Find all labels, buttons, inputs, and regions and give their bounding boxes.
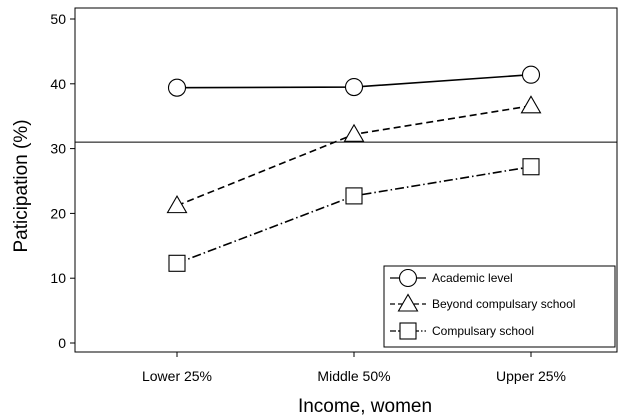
data-point-circle xyxy=(521,65,541,84)
data-point-triangle xyxy=(166,195,188,214)
legend-item: Compulsary school xyxy=(390,322,534,340)
plot-area xyxy=(74,7,618,353)
x-axis-title: Income, women xyxy=(298,396,432,417)
legend-marker-triangle xyxy=(397,293,419,312)
series-square xyxy=(168,158,540,272)
series-line xyxy=(176,165,532,265)
y-tick-label: 50 xyxy=(50,11,66,27)
legend-label: Academic level xyxy=(432,271,513,285)
y-axis: 0 10 20 30 40 50 xyxy=(50,11,75,351)
y-tick-label: 10 xyxy=(50,270,66,286)
legend-item: Academic level xyxy=(390,268,513,288)
legend-box xyxy=(383,265,616,348)
x-tick-label: Lower 25% xyxy=(142,368,212,384)
y-tick-label: 0 xyxy=(58,335,66,351)
legend-marker-circle xyxy=(398,268,418,288)
data-point-triangle xyxy=(343,123,365,142)
y-tick-label: 30 xyxy=(50,141,66,157)
data-point-square xyxy=(345,187,363,205)
data-point-circle xyxy=(344,77,364,97)
legend-label: Beyond compulsary school xyxy=(432,297,575,311)
legend-label: Compulsary school xyxy=(432,324,534,338)
y-tick-label: 20 xyxy=(50,205,66,221)
data-point-circle xyxy=(167,78,187,97)
legend: Academic level Beyond compulsary school Co… xyxy=(383,265,616,348)
series-layer xyxy=(166,65,542,272)
data-point-triangle xyxy=(520,95,542,114)
y-axis-title: Paticipation (%) xyxy=(11,119,32,252)
x-tick-label: Upper 25% xyxy=(496,368,566,384)
data-point-square xyxy=(522,158,540,176)
data-point-square xyxy=(168,254,186,272)
series-triangle xyxy=(166,95,542,214)
y-tick-label: 40 xyxy=(50,76,66,92)
x-tick-label: Middle 50% xyxy=(317,368,390,384)
x-axis: Lower 25% Middle 50% Upper 25% xyxy=(142,352,566,384)
legend-marker-square xyxy=(399,322,417,340)
legend-item: Beyond compulsary school xyxy=(390,293,575,312)
series-circle xyxy=(167,65,541,97)
